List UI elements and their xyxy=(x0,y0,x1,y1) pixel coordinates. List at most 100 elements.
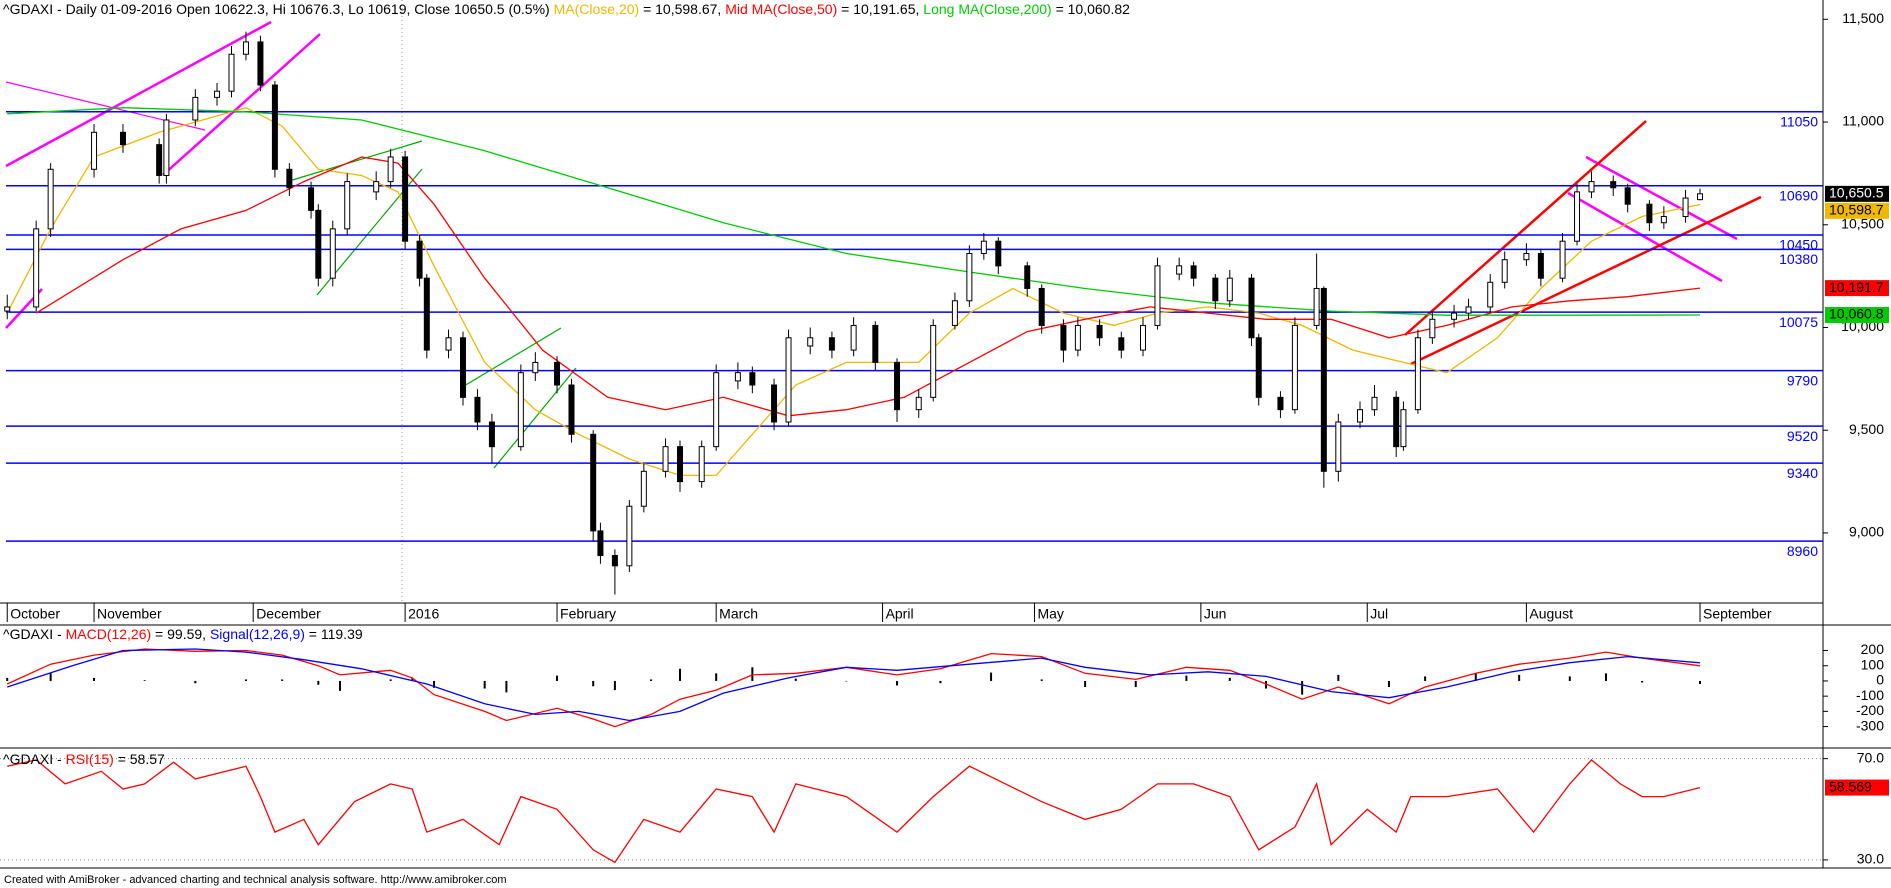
histogram-bar xyxy=(1387,680,1390,688)
y-tick-label: 200 xyxy=(1861,641,1885,657)
histogram-bar xyxy=(1185,675,1188,681)
panel-title: ^GDAXI - RSI(15) = 58.57 xyxy=(3,751,165,767)
candle-body xyxy=(329,228,336,279)
value-tag-label: 10,191.7 xyxy=(1829,279,1884,295)
candle-body xyxy=(1371,396,1378,411)
candle-body xyxy=(308,187,315,211)
candle-body xyxy=(597,530,604,557)
value-tag xyxy=(1825,280,1889,297)
candle-body xyxy=(1291,324,1298,411)
histogram-bar xyxy=(1641,680,1644,683)
histogram-bar xyxy=(650,679,653,681)
histogram-bar xyxy=(1699,680,1702,684)
candle-body xyxy=(951,300,958,326)
candle-body xyxy=(1660,216,1667,224)
candle-body xyxy=(698,446,705,483)
level-label: 10380 xyxy=(1779,251,1818,267)
histogram-bar xyxy=(49,673,52,681)
candle-body xyxy=(1537,253,1544,279)
candle-body xyxy=(228,53,235,92)
candle-body xyxy=(915,396,922,411)
histogram-bar xyxy=(505,680,508,693)
candle-body xyxy=(1212,277,1219,302)
histogram-bar xyxy=(1134,680,1137,688)
candle-body xyxy=(1038,287,1045,326)
indicator-line xyxy=(7,759,1701,864)
histogram-bar xyxy=(556,675,559,681)
candle-body xyxy=(1277,396,1284,411)
title-part: Mid MA(Close,50) xyxy=(725,1,837,17)
y-tick-label: 100 xyxy=(1861,656,1885,672)
candle-body xyxy=(192,96,199,121)
x-tick-label: November xyxy=(97,606,162,622)
moving-average-line xyxy=(6,107,1701,477)
x-tick-label: Jul xyxy=(1370,606,1388,622)
candle-body xyxy=(488,421,495,448)
level-label: 9790 xyxy=(1787,372,1818,388)
candle-body xyxy=(344,181,351,230)
candle-body xyxy=(734,372,741,382)
candle-body xyxy=(214,90,221,98)
histogram-bar xyxy=(1084,680,1087,688)
candle-body xyxy=(677,446,684,483)
x-tick-label: August xyxy=(1529,606,1573,622)
candle-body xyxy=(1060,324,1067,351)
candle-body xyxy=(445,337,452,351)
candle-body xyxy=(1118,337,1125,351)
title-part: RSI(15) xyxy=(66,751,114,767)
candle-body xyxy=(662,446,669,472)
value-tag-label: 10,060.8 xyxy=(1829,306,1884,322)
candle-body xyxy=(894,361,901,411)
candle-body xyxy=(1487,281,1494,308)
candle-body xyxy=(33,228,40,308)
candle-body xyxy=(590,433,597,532)
candle-body xyxy=(1024,265,1031,289)
candle-body xyxy=(1465,306,1472,314)
title-part: = 119.39 xyxy=(305,626,363,642)
histogram-bar xyxy=(281,679,284,681)
panel-title: ^GDAXI - MACD(12,26) = 99.59, Signal(12,… xyxy=(3,626,363,642)
histogram-bar xyxy=(339,680,342,691)
histogram-bar xyxy=(1604,673,1607,681)
candle-body xyxy=(373,181,380,193)
candle-body xyxy=(1523,253,1530,261)
candle-body xyxy=(1139,324,1146,351)
histogram-bar xyxy=(6,677,9,681)
title-part: = 99.59, xyxy=(151,626,210,642)
level-label: 10075 xyxy=(1779,314,1818,330)
candle-body xyxy=(1429,318,1436,339)
candle-body xyxy=(459,337,466,398)
candle-body xyxy=(1624,187,1631,205)
histogram-bar xyxy=(1424,676,1427,681)
candle-body xyxy=(1190,265,1197,279)
x-tick-label: March xyxy=(719,606,758,622)
x-tick-label: Jun xyxy=(1204,606,1227,622)
candle-body xyxy=(828,337,835,351)
histogram-bar xyxy=(244,679,247,681)
trendline xyxy=(162,33,321,176)
y-tick-label: 9,000 xyxy=(1849,524,1884,540)
x-tick-label: October xyxy=(10,606,60,622)
y-tick-label: -300 xyxy=(1856,717,1884,733)
title-part: MA(Close,20) xyxy=(554,1,640,17)
x-tick-label: February xyxy=(560,606,616,622)
candle-body xyxy=(416,240,423,279)
candle-body xyxy=(554,361,561,386)
histogram-bar xyxy=(794,678,797,681)
value-tag-label: 10,598.7 xyxy=(1829,202,1884,218)
histogram-bar xyxy=(433,680,436,688)
candle-body xyxy=(1646,203,1653,224)
candle-body xyxy=(423,277,430,351)
histogram-bar xyxy=(1301,680,1304,695)
candle-body xyxy=(532,361,539,374)
panel-title: ^GDAXI - Daily 01-09-2016 Open 10622.3, … xyxy=(3,1,1130,17)
histogram-bar xyxy=(1337,674,1340,681)
histogram-bar xyxy=(1040,679,1043,681)
indicator-line xyxy=(6,648,1701,722)
candle-body xyxy=(271,84,278,170)
candle-body xyxy=(4,306,11,312)
candle-body xyxy=(980,240,987,255)
histogram-bar xyxy=(1474,673,1477,681)
